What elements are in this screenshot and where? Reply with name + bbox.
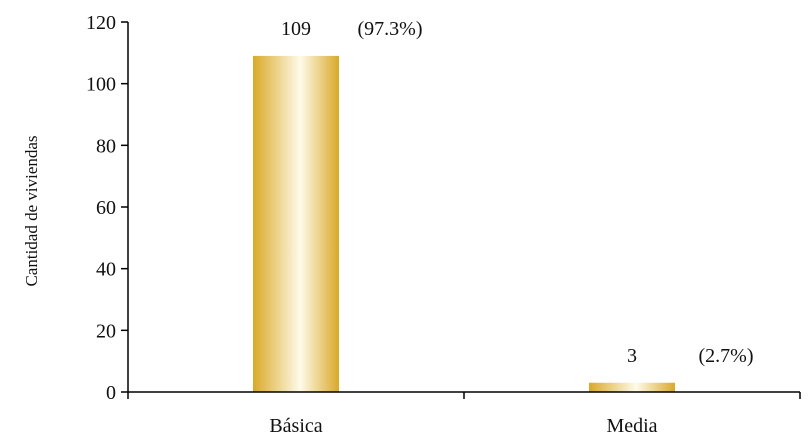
y-tick-label: 60 (96, 197, 116, 219)
y-tick-label: 100 (86, 74, 116, 96)
x-category-label: Básica (269, 415, 322, 437)
x-category-label: Media (606, 415, 657, 437)
bar-percent-label: (97.3%) (358, 18, 423, 40)
bar-basica (253, 55, 339, 393)
y-axis-label: Cantidad de viviendas (22, 135, 41, 286)
y-tick-label: 40 (96, 259, 116, 281)
y-tick-label: 20 (96, 320, 116, 342)
bar-value-label: 3 (627, 345, 637, 367)
bar-value-label: 109 (281, 18, 311, 40)
bar-media (589, 382, 675, 392)
y-tick-label: 0 (106, 382, 116, 404)
bar-percent-label: (2.7%) (699, 345, 754, 367)
y-tick-label: 120 (86, 12, 116, 34)
y-tick-label: 80 (96, 135, 116, 157)
